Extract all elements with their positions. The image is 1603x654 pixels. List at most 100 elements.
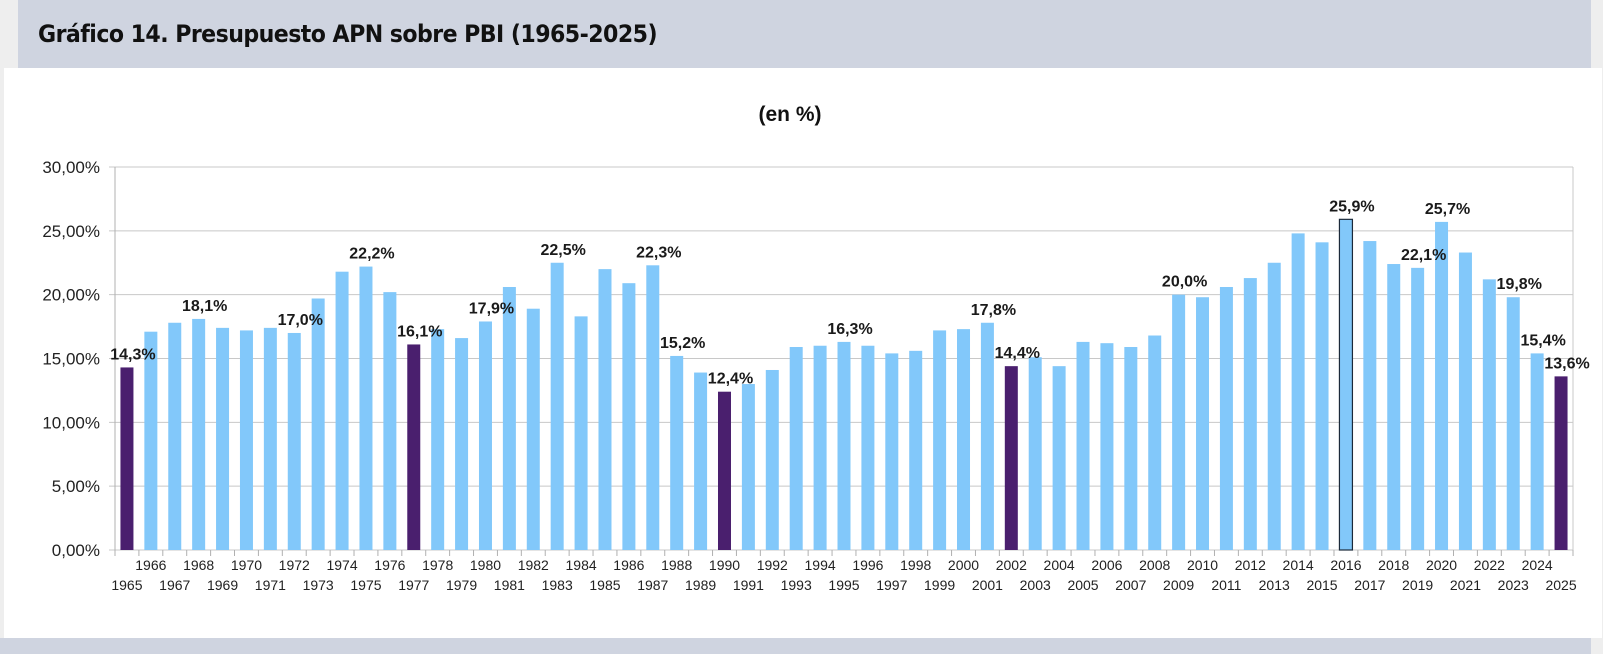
x-tick-label: 1967 <box>159 577 190 593</box>
x-tick-label: 2013 <box>1259 577 1290 593</box>
x-tick-label: 1982 <box>518 557 549 573</box>
bar-2020 <box>1435 221 1449 550</box>
data-label-1968: 18,1% <box>182 298 227 315</box>
x-tick-label: 1975 <box>350 577 381 593</box>
x-tick-label: 1998 <box>900 557 931 573</box>
bar-2012 <box>1243 278 1257 550</box>
bar-1969 <box>216 327 230 550</box>
x-tick-label: 2021 <box>1450 577 1481 593</box>
bar-1981 <box>502 287 516 550</box>
data-label-2001: 17,8% <box>971 302 1016 319</box>
bar-1987 <box>646 265 660 550</box>
bar-1983 <box>550 262 564 550</box>
footer-band <box>0 638 1591 654</box>
y-tick-label: 10,00% <box>42 413 100 432</box>
x-tick-label: 1992 <box>757 557 788 573</box>
x-tick-label: 2005 <box>1067 577 1098 593</box>
x-tick-label: 1970 <box>231 557 262 573</box>
x-tick-label: 1987 <box>637 577 668 593</box>
x-tick-label: 2023 <box>1498 577 1529 593</box>
x-tick-label: 2008 <box>1139 557 1170 573</box>
x-tick-label: 2000 <box>948 557 979 573</box>
data-label-1965: 14,3% <box>110 346 155 363</box>
data-label-1995: 16,3% <box>827 321 872 338</box>
bar-1990 <box>717 391 731 550</box>
bar-2003 <box>1028 357 1042 550</box>
y-tick-label: 0,00% <box>52 541 100 560</box>
x-tick-label: 1995 <box>828 577 859 593</box>
bar-2025 <box>1554 376 1568 550</box>
bar-2022 <box>1482 279 1496 550</box>
x-tick-label: 1993 <box>781 577 812 593</box>
x-tick-label: 1966 <box>135 557 166 573</box>
bar-2000 <box>957 329 971 550</box>
x-tick-label: 2009 <box>1163 577 1194 593</box>
x-tick-label: 1977 <box>398 577 429 593</box>
bar-1986 <box>622 283 636 550</box>
bar-1977 <box>407 344 421 550</box>
x-tick-label: 2015 <box>1306 577 1337 593</box>
x-tick-label: 2001 <box>972 577 1003 593</box>
x-tick-label: 2025 <box>1545 577 1576 593</box>
bar-1992 <box>765 369 779 550</box>
x-tick-label: 1973 <box>303 577 334 593</box>
x-tick-label: 1985 <box>589 577 620 593</box>
bar-2004 <box>1052 366 1066 550</box>
x-tick-label: 2022 <box>1474 557 1505 573</box>
data-label-1983: 22,5% <box>540 242 585 259</box>
x-tick-label: 1997 <box>876 577 907 593</box>
data-label-1990: 12,4% <box>708 371 753 388</box>
x-tick-label: 1969 <box>207 577 238 593</box>
x-tick-label: 2012 <box>1235 557 1266 573</box>
bar-2019 <box>1411 267 1425 550</box>
y-tick-label: 15,00% <box>42 350 100 369</box>
x-tick-label: 2003 <box>1020 577 1051 593</box>
data-label-2024: 15,4% <box>1520 332 1565 349</box>
x-tick-label: 1976 <box>374 557 405 573</box>
bar-1978 <box>431 329 445 550</box>
bar-2015 <box>1315 242 1329 550</box>
bar-1994 <box>813 345 827 550</box>
y-axis-ticks: 0,00% 5,00% 10,00% 15,00% 20,00% 25,00% 30,00% <box>42 158 100 560</box>
x-tick-label: 1974 <box>326 557 357 573</box>
bar-1997 <box>885 353 899 550</box>
y-tick-label: 20,00% <box>42 286 100 305</box>
bar-2016 <box>1338 218 1354 551</box>
x-tick-label: 2017 <box>1354 577 1385 593</box>
data-label-1988: 15,2% <box>660 335 705 352</box>
x-tick-label: 1996 <box>852 557 883 573</box>
bar-1996 <box>861 345 875 550</box>
x-tick-label: 2014 <box>1283 557 1314 573</box>
bar-2024 <box>1530 353 1544 550</box>
x-tick-label: 1981 <box>494 577 525 593</box>
bar-1973 <box>311 298 325 550</box>
bar-1998 <box>909 350 923 550</box>
data-label-2019: 22,1% <box>1401 247 1446 264</box>
bar-2008 <box>1148 335 1162 550</box>
x-tick-label: 2006 <box>1091 557 1122 573</box>
bar-2018 <box>1387 264 1401 550</box>
x-tick-label: 1979 <box>446 577 477 593</box>
chart-heading: Gráfico 14. Presupuesto APN sobre PBI (1… <box>38 20 658 48</box>
bar-2021 <box>1458 252 1472 550</box>
bar-2010 <box>1196 297 1210 550</box>
data-label-2002: 14,4% <box>995 345 1040 362</box>
bar-1982 <box>526 308 540 550</box>
x-tick-label: 2024 <box>1522 557 1553 573</box>
bar-1984 <box>574 316 588 550</box>
data-label-1987: 22,3% <box>636 244 681 261</box>
bar-2002 <box>1004 366 1018 550</box>
bar-1989 <box>694 372 708 550</box>
x-tick-label: 1980 <box>470 557 501 573</box>
x-tick-label: 1984 <box>566 557 597 573</box>
x-tick-label: 2004 <box>1044 557 1075 573</box>
bar-1975 <box>359 266 373 550</box>
bar-1971 <box>263 327 277 550</box>
data-label-2023: 19,8% <box>1497 276 1542 293</box>
data-label-2020: 25,7% <box>1425 201 1470 218</box>
chart-subtitle: (en %) <box>759 103 822 126</box>
x-axis-ticks: 1965 1966 1967 1968 1969 1970 1971 1972 1973 1974… <box>111 550 1577 593</box>
bar-1968 <box>192 318 206 550</box>
x-tick-label: 2019 <box>1402 577 1433 593</box>
x-tick-label: 2016 <box>1330 557 1361 573</box>
